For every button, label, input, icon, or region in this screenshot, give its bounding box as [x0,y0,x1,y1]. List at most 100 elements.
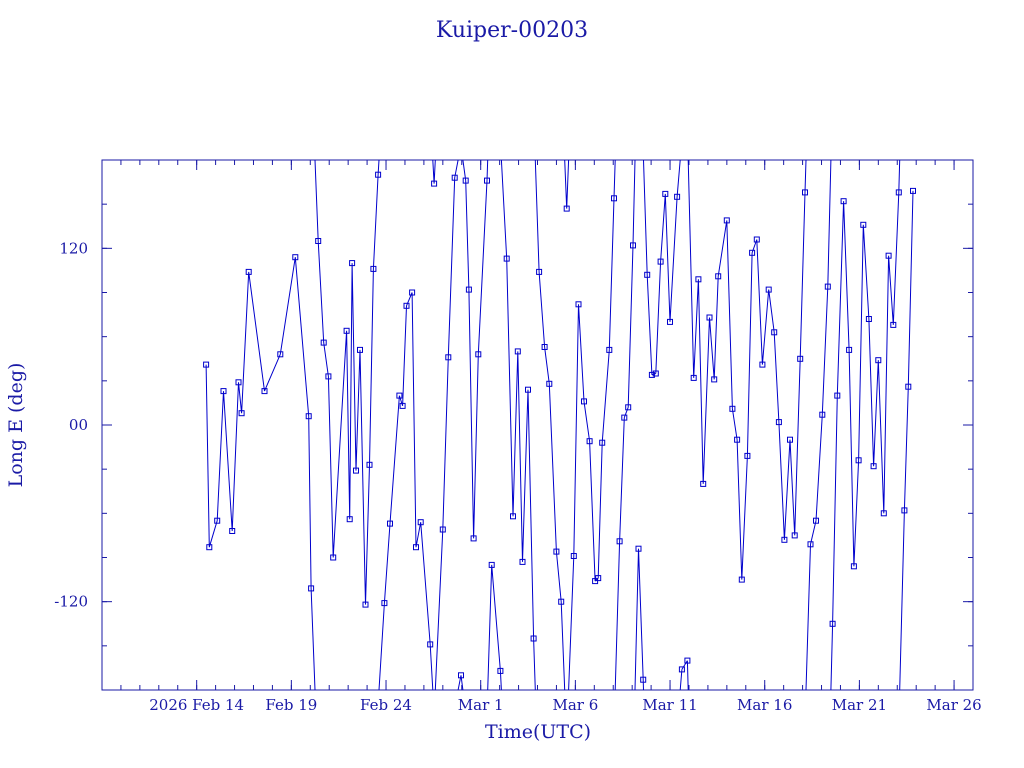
data-point [497,667,504,674]
data-point [308,585,315,592]
data-point [206,544,213,551]
x-axis-label: Time(UTC) [485,721,591,743]
data-point [370,265,377,272]
x-tick-label: Mar 16 [737,696,792,714]
data-point [570,553,577,559]
data-point [357,346,363,353]
data-point [330,554,337,561]
data-point [824,283,831,290]
data-point [510,513,516,520]
data-point [771,329,778,336]
data-point [657,258,664,265]
data-point [553,548,560,555]
data-point [277,351,284,358]
data-point [791,532,798,539]
data-point [375,171,382,178]
data-point [546,380,553,387]
data-point [220,388,227,395]
series-line [205,160,914,690]
data-point [734,436,741,443]
data-point [403,302,410,309]
data-point [514,348,521,355]
data-point [381,600,388,607]
data-point [640,676,647,683]
x-tick-label: Mar 1 [458,696,504,714]
data-point [648,371,655,378]
data-point [834,392,841,399]
data-point [855,457,862,464]
data-point [462,177,469,184]
data-point [875,357,882,364]
data-point [261,388,268,395]
data-point [700,480,707,487]
data-point [775,419,782,426]
data-point [349,260,356,267]
data-point [458,672,464,679]
x-tick-label: Mar 11 [642,696,697,714]
data-point [813,517,819,524]
x-tick-label: Mar 26 [926,696,981,714]
data-point [667,318,673,325]
data-point [819,411,826,418]
data-point [606,346,613,353]
data-point [674,193,681,200]
data-point [439,526,446,533]
data-point [238,410,245,417]
data-point [706,314,713,321]
data-point [519,558,526,565]
data-point [850,563,857,570]
data-point [905,383,912,390]
data-point [829,620,836,627]
data-point [765,286,772,293]
data-point [214,517,221,524]
data-point [644,271,651,278]
data-point [749,249,756,256]
data-point [409,289,416,296]
data-point [611,195,617,202]
data-point [846,346,853,353]
data-point [325,373,332,380]
data-point [586,438,593,445]
data-point [690,374,697,381]
data-point [470,535,477,542]
x-tick-label: Mar 6 [552,696,598,714]
data-point [530,635,537,642]
plot-area [203,160,916,690]
data-point [451,174,458,181]
data-point [536,268,543,275]
data-point [305,413,312,420]
data-point [870,463,877,470]
y-axis: 120 00 -120 [54,159,973,691]
data-point [890,321,897,328]
data-point [723,217,730,224]
x-tick-label: 2026 Feb 14 [149,696,244,714]
data-point [662,190,669,197]
data-point [431,180,438,187]
x-tick-label: Feb 19 [265,696,317,714]
y-tick-label: -120 [54,593,88,611]
data-point [753,236,760,243]
data-point [417,519,424,526]
data-point [616,538,623,545]
x-axis: 2026 Feb 14 Feb 19 Feb 24 Mar 1 Mar 6 Mar 11 M… [101,160,982,714]
data-point [387,520,393,527]
data-point [744,452,751,459]
data-point [353,467,359,474]
x-tick-label: Mar 21 [832,696,887,714]
y-tick-label: 00 [69,416,88,434]
data-point [695,276,702,283]
data-point [399,402,406,409]
data-point [558,598,565,605]
data-point [484,177,490,184]
data-point [711,376,718,383]
data-point [678,666,685,673]
data-point [445,354,452,361]
data-point [292,254,299,261]
data-point [343,327,350,334]
data-point [396,392,403,399]
data-point [860,221,867,228]
data-point [738,576,745,583]
data-point [880,510,887,517]
data-point [229,528,236,534]
